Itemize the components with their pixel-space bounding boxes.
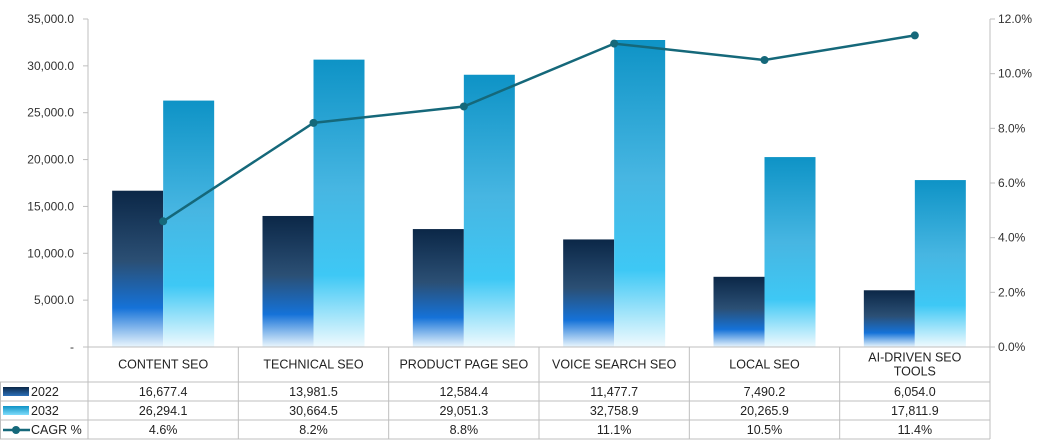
- right-tick-label: 6.0%: [998, 176, 1026, 190]
- bar-2022: [262, 215, 314, 347]
- bar-2032: [764, 157, 816, 347]
- bar-2022: [563, 239, 615, 347]
- left-tick-label: 30,000.0: [27, 59, 74, 73]
- category-label: LOCAL SEO: [729, 358, 800, 372]
- left-tick-label: 20,000.0: [27, 153, 74, 167]
- left-tick-label: 15,000.0: [27, 199, 74, 213]
- bar-2022: [863, 290, 915, 347]
- category-label: CONTENT SEO: [118, 358, 208, 372]
- table-cell: 20,265.9: [740, 404, 789, 418]
- left-tick-label: 5,000.0: [34, 293, 74, 307]
- bar-2032: [163, 100, 215, 347]
- table-cell: 29,051.3: [439, 404, 488, 418]
- legend-swatch-cagr-marker: [12, 426, 20, 434]
- cagr-point: [610, 39, 619, 48]
- cagr-series-line: [162, 34, 916, 223]
- table-cell: 8.2%: [299, 423, 328, 437]
- table-cell: 7,490.2: [744, 385, 786, 399]
- bar-2032: [463, 74, 515, 348]
- data-table: CONTENT SEO TECHNICAL SEO PRODUCT PAGE SEO…: [0, 346, 991, 440]
- right-tick-label: 2.0%: [998, 285, 1026, 299]
- category-label: VOICE SEARCH SEO: [552, 358, 677, 372]
- cagr-point: [910, 31, 919, 40]
- bar-2022: [713, 276, 765, 347]
- category-label: TECHNICAL SEO: [263, 358, 364, 372]
- table-cell: 32,758.9: [590, 404, 639, 418]
- left-tick-label: 10,000.0: [27, 246, 74, 260]
- cagr-point: [459, 102, 468, 111]
- category-label: AI-DRIVEN SEO TOOLS: [868, 351, 961, 379]
- right-tick-label: 8.0%: [998, 121, 1026, 135]
- left-tick-label: 25,000.0: [27, 106, 74, 120]
- table-cell: 16,677.4: [139, 385, 188, 399]
- legend-label: 2022: [31, 385, 59, 399]
- axes: - 5,000.0 10,000.0 15,000.0 20,000.0 25,000.0…: [27, 12, 1032, 354]
- legend-label: 2032: [31, 404, 59, 418]
- category-label: PRODUCT PAGE SEO: [399, 358, 528, 372]
- table-cell: 8.8%: [450, 423, 479, 437]
- table-cell: 30,664.5: [289, 404, 338, 418]
- table-cell: 4.6%: [149, 423, 178, 437]
- right-tick-label: 12.0%: [998, 12, 1032, 26]
- table-cell: 26,294.1: [139, 404, 188, 418]
- table-cell: 11.1%: [597, 423, 632, 437]
- right-tick-label: 4.0%: [998, 231, 1026, 245]
- bars: [112, 40, 966, 348]
- bar-2032: [614, 40, 666, 347]
- table-cell: 17,811.9: [891, 404, 939, 418]
- bar-2032: [914, 180, 966, 347]
- table-cell: 12,584.4: [439, 385, 488, 399]
- table-cell: 11.4%: [898, 423, 933, 437]
- cagr-point: [760, 56, 769, 64]
- table-cell: 6,054.0: [894, 385, 936, 399]
- bar-2022: [112, 190, 164, 347]
- bar-2032: [313, 59, 365, 348]
- legend-swatch-2022: [3, 387, 29, 396]
- right-tick-label: 10.0%: [998, 67, 1032, 81]
- legend-label: CAGR %: [31, 423, 82, 437]
- right-tick-label: 0.0%: [998, 340, 1026, 354]
- left-tick-label: 35,000.0: [27, 12, 74, 26]
- cagr-point: [159, 217, 168, 226]
- table-cell: 10.5%: [747, 423, 782, 437]
- cagr-point: [309, 118, 318, 127]
- legend-swatch-2032: [3, 406, 29, 415]
- bar-2022: [412, 229, 464, 347]
- table-cell: 11,477.7: [590, 385, 638, 399]
- left-tick-label: -: [70, 340, 74, 354]
- cagr-line: [159, 31, 919, 226]
- table-cell: 13,981.5: [289, 385, 338, 399]
